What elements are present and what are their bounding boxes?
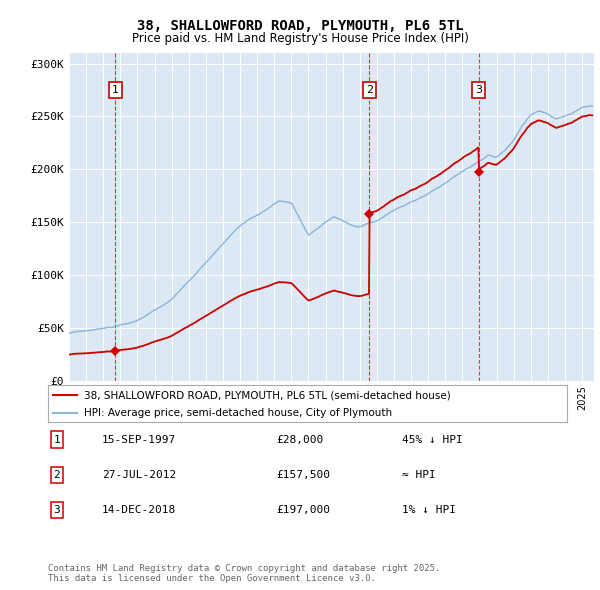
Text: 38, SHALLOWFORD ROAD, PLYMOUTH, PL6 5TL: 38, SHALLOWFORD ROAD, PLYMOUTH, PL6 5TL — [137, 19, 463, 33]
Text: 1% ↓ HPI: 1% ↓ HPI — [402, 506, 456, 515]
Text: 15-SEP-1997: 15-SEP-1997 — [102, 435, 176, 444]
Text: 1: 1 — [112, 85, 119, 95]
Text: 38, SHALLOWFORD ROAD, PLYMOUTH, PL6 5TL (semi-detached house): 38, SHALLOWFORD ROAD, PLYMOUTH, PL6 5TL … — [85, 390, 451, 400]
Text: 14-DEC-2018: 14-DEC-2018 — [102, 506, 176, 515]
Text: 2: 2 — [53, 470, 61, 480]
Text: £197,000: £197,000 — [276, 506, 330, 515]
Text: Price paid vs. HM Land Registry's House Price Index (HPI): Price paid vs. HM Land Registry's House … — [131, 32, 469, 45]
Text: 1: 1 — [53, 435, 61, 444]
Text: 45% ↓ HPI: 45% ↓ HPI — [402, 435, 463, 444]
Text: 2: 2 — [366, 85, 373, 95]
Text: 27-JUL-2012: 27-JUL-2012 — [102, 470, 176, 480]
Text: ≈ HPI: ≈ HPI — [402, 470, 436, 480]
Text: £157,500: £157,500 — [276, 470, 330, 480]
Text: £28,000: £28,000 — [276, 435, 323, 444]
Text: 3: 3 — [475, 85, 482, 95]
Text: HPI: Average price, semi-detached house, City of Plymouth: HPI: Average price, semi-detached house,… — [85, 408, 392, 418]
Text: Contains HM Land Registry data © Crown copyright and database right 2025.
This d: Contains HM Land Registry data © Crown c… — [48, 563, 440, 583]
Text: 3: 3 — [53, 506, 61, 515]
